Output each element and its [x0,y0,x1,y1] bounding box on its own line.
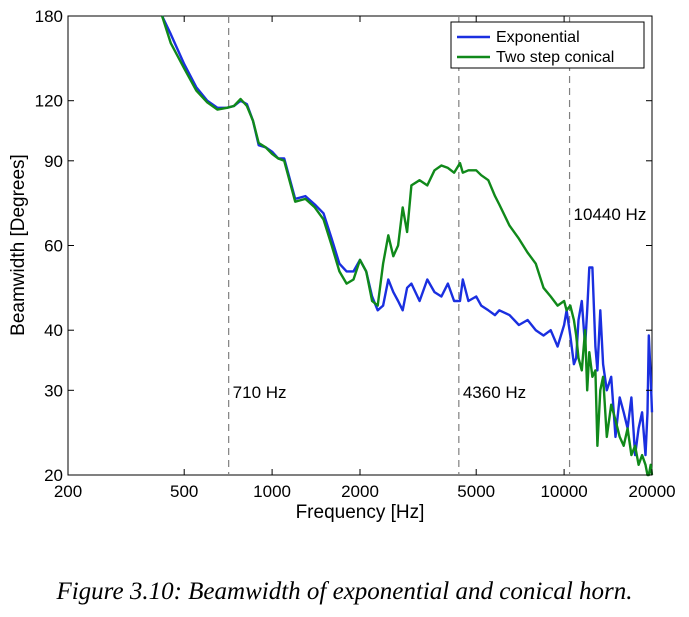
y-tick-label: 180 [35,7,63,26]
annotation-10440: 10440 Hz [574,205,647,224]
y-tick-label: 120 [35,92,63,111]
beamwidth-chart: 200 500 1000 2000 5000 10000 20000 20 30 40 60 90 12… [8,7,676,523]
reference-lines [228,16,571,475]
x-tick-label: 200 [54,482,82,501]
annotation-4360: 4360 Hz [463,383,526,402]
legend-label-1: Two step conical [496,49,614,66]
y-tick-label: 60 [44,237,63,256]
x-tick-label: 5000 [457,482,495,501]
y-axis-title: Beamwidth [Degrees] [8,154,29,336]
series-lines [160,15,654,477]
x-tick-label: 500 [170,482,198,501]
x-tick-label: 10000 [540,482,587,501]
x-tick-label: 20000 [628,482,675,501]
plot-frame [67,15,653,476]
x-tick-label: 1000 [253,482,291,501]
x-axis-title: Frequency [Hz] [296,502,425,523]
y-tick-label: 90 [44,152,63,171]
series-line-1 [160,15,654,477]
axis-ticks: 200 500 1000 2000 5000 10000 20000 20 30 40 60 90 12… [35,7,676,501]
legend-box [450,21,645,69]
frequency-annotations: 710 Hz 4360 Hz 10440 Hz [233,205,647,402]
y-tick-label: 40 [44,321,63,340]
figure-caption: Figure 3.10: Beamwidth of exponential an… [56,578,633,605]
y-tick-label: 30 [44,381,63,400]
y-tick-label: 20 [44,466,63,485]
x-tick-label: 2000 [341,482,379,501]
legend: Exponential Two step conical [450,21,645,69]
legend-label-0: Exponential [496,29,580,46]
annotation-710: 710 Hz [233,383,287,402]
